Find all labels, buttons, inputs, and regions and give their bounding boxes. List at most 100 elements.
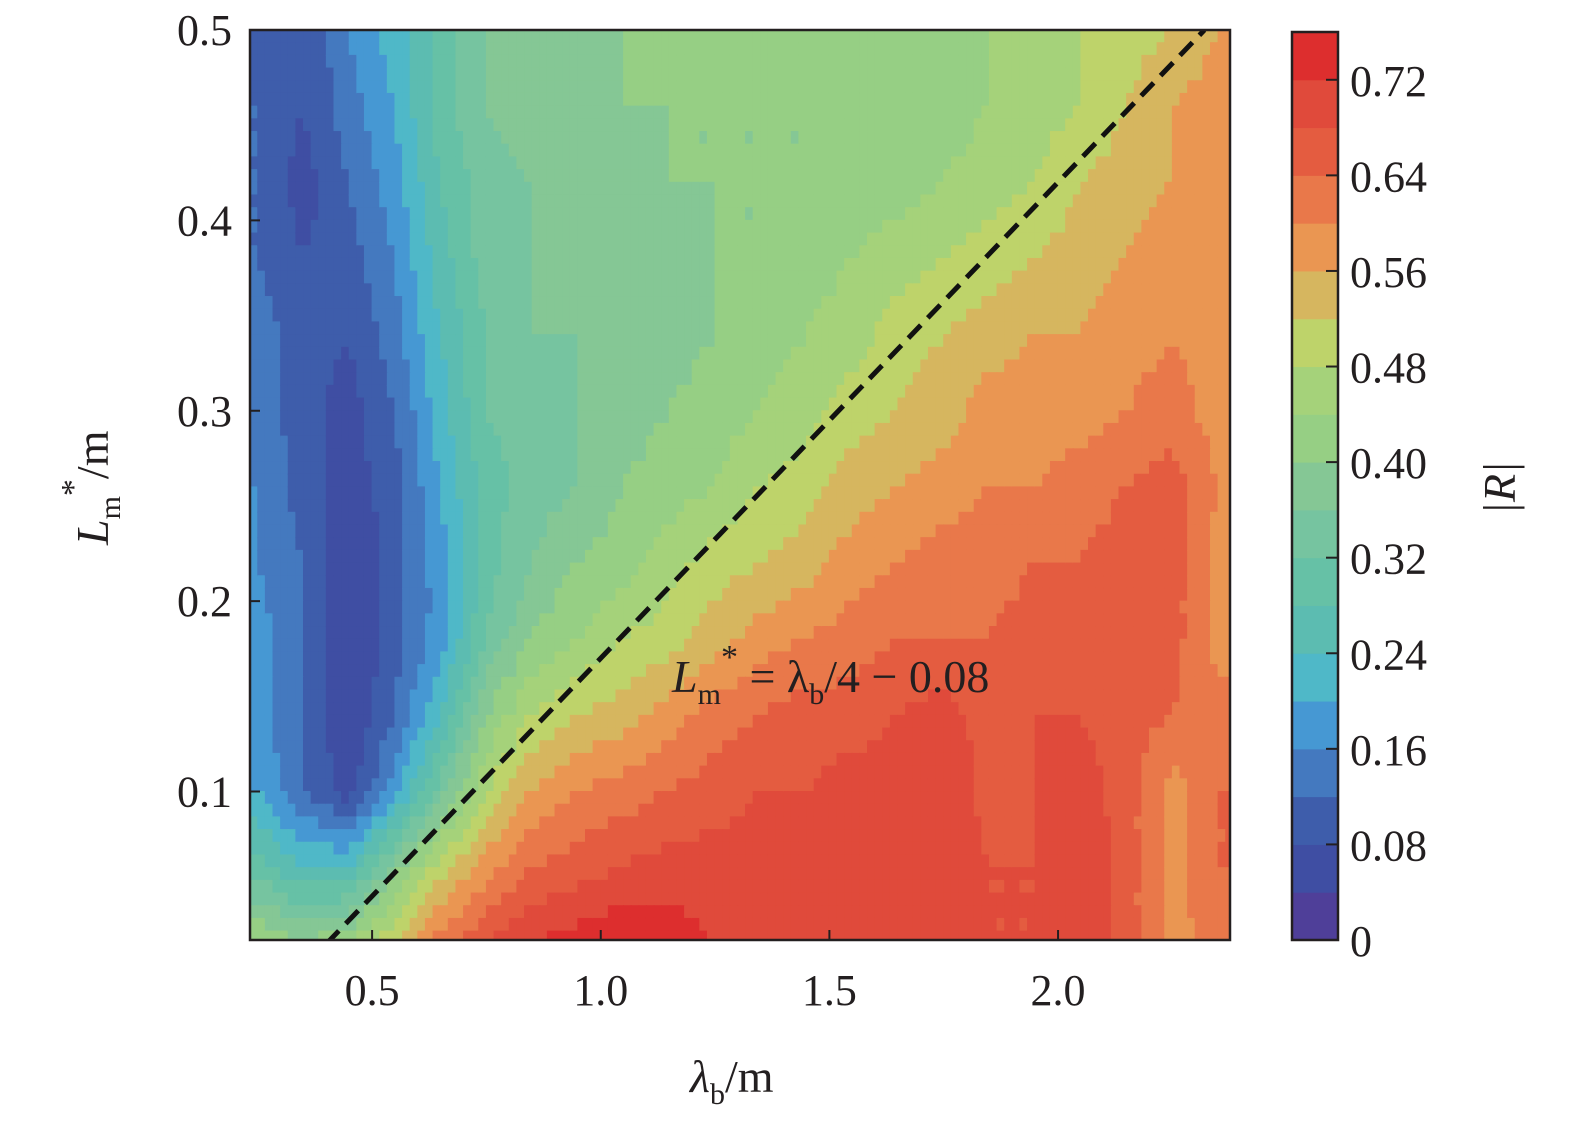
contour-fill <box>973 105 983 120</box>
contour-fill <box>356 372 365 386</box>
contour-fill <box>424 194 434 209</box>
contour-fill <box>1042 296 1051 310</box>
contour-fill <box>333 296 343 310</box>
contour-fill <box>1019 257 1029 272</box>
contour-fill <box>882 194 891 209</box>
contour-fill <box>1209 67 1219 82</box>
contour-fill <box>737 359 747 374</box>
contour-fill <box>1225 346 1230 361</box>
contour-fill <box>569 42 579 56</box>
contour-fill <box>760 296 769 310</box>
contour-fill <box>531 346 541 361</box>
contour-fill <box>1119 0 1128 5</box>
contour-fill <box>394 92 404 107</box>
contour-fill <box>516 54 526 69</box>
contour-fill <box>767 245 777 259</box>
contour-fill <box>1126 422 1135 437</box>
contour-fill <box>691 54 701 69</box>
contour-fill <box>280 0 289 5</box>
contour-fill <box>440 30 449 31</box>
contour-fill <box>775 410 785 424</box>
contour-fill <box>844 118 853 133</box>
contour-fill <box>912 194 922 209</box>
contour-fill <box>1065 257 1074 272</box>
contour-fill <box>234 296 243 310</box>
contour-fill <box>828 397 838 412</box>
contour-fill <box>1141 257 1151 272</box>
contour-fill <box>1210 4 1219 18</box>
contour-fill <box>973 397 983 412</box>
contour-fill <box>927 372 937 386</box>
contour-fill <box>661 0 670 5</box>
contour-fill <box>889 245 899 259</box>
contour-fill <box>1118 283 1128 298</box>
contour-fill <box>981 118 990 133</box>
contour-fill <box>463 54 472 69</box>
contour-fill <box>630 384 640 399</box>
contour-fill <box>287 232 297 247</box>
contour-fill <box>897 207 907 221</box>
contour-fill <box>250 181 259 196</box>
contour-fill <box>600 372 609 386</box>
contour-fill <box>798 245 808 259</box>
contour-fill <box>859 359 869 374</box>
contour-fill <box>1233 68 1242 82</box>
contour-fill <box>760 219 769 234</box>
contour-fill <box>645 156 655 171</box>
contour-fill <box>966 181 975 196</box>
contour-fill <box>1133 194 1143 209</box>
contour-fill <box>1179 181 1189 196</box>
contour-fill <box>767 422 777 437</box>
contour-fill <box>821 30 830 31</box>
contour-fill <box>417 346 426 361</box>
contour-fill <box>676 194 686 209</box>
contour-fill <box>531 67 541 82</box>
contour-fill <box>1080 80 1090 94</box>
contour-cell <box>1011 372 1059 450</box>
contour-fill <box>264 156 274 171</box>
contour-fill <box>867 359 876 374</box>
contour-fill <box>973 92 983 107</box>
contour-fill <box>272 448 282 463</box>
contour-fill <box>760 181 769 196</box>
contour-fill <box>1194 245 1204 259</box>
contour-fill <box>950 156 960 171</box>
contour-fill <box>981 67 990 82</box>
contour-fill <box>1141 118 1151 133</box>
contour-fill <box>1042 219 1051 234</box>
contour-fill <box>737 92 747 107</box>
contour-fill <box>821 4 830 18</box>
contour-fill <box>1072 359 1082 374</box>
contour-fill <box>280 257 289 272</box>
contour-fill <box>676 143 686 158</box>
contour-fill <box>1187 143 1196 158</box>
contour-fill <box>508 410 518 424</box>
contour-fill <box>790 30 800 31</box>
contour-fill <box>752 54 762 69</box>
contour-fill <box>310 67 320 82</box>
contour-fill <box>897 80 907 94</box>
contour-fill <box>927 143 937 158</box>
contour-fill <box>1209 321 1219 336</box>
contour-fill <box>1080 105 1090 120</box>
contour-fill <box>318 270 327 285</box>
contour-fill <box>372 0 381 5</box>
contour-fill <box>1027 143 1036 158</box>
contour-fill <box>516 372 526 386</box>
contour-fill <box>295 54 305 69</box>
contour-fill <box>829 4 838 18</box>
contour-fill <box>737 0 746 5</box>
contour-fill <box>737 131 747 145</box>
contour-fill <box>1202 321 1211 336</box>
contour-fill <box>767 105 777 120</box>
contour-fill <box>371 219 381 234</box>
contour-fill <box>722 0 731 5</box>
contour-fill <box>943 4 952 18</box>
contour-fill <box>1110 372 1120 386</box>
contour-fill <box>676 321 686 336</box>
contour-fill <box>494 4 503 18</box>
contour-fill <box>295 511 305 526</box>
contour-fill <box>310 207 320 221</box>
contour-fill <box>424 359 434 374</box>
contour-fill <box>417 257 426 272</box>
